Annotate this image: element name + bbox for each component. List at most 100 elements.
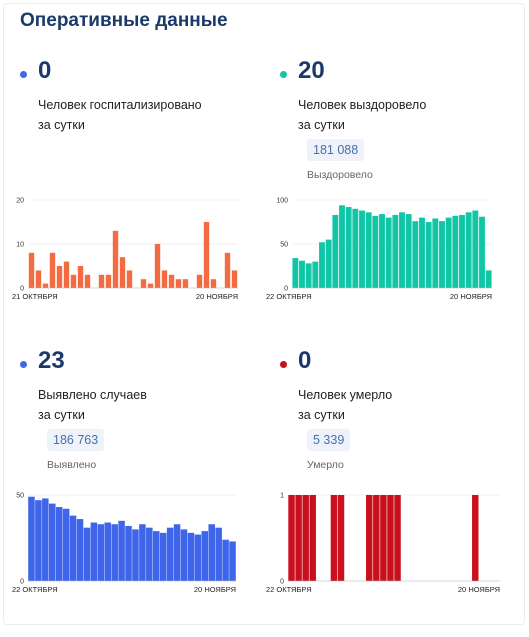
recovered-chart: 100 50 022 ОКТЯБРЯ 20 НОЯБРЯ — [266, 198, 492, 301]
chart-bar — [302, 495, 309, 581]
deaths-description: Человек умерло за сутки — [298, 385, 392, 425]
chart-bar — [201, 531, 209, 581]
chart-bar — [419, 217, 425, 288]
chart-bar — [465, 212, 472, 288]
chart-bar — [161, 270, 168, 288]
chart-bar — [224, 252, 231, 288]
chart-bar — [154, 244, 161, 288]
chart-bar — [62, 508, 70, 581]
hospitalized-description: Человек госпитализировано за сутки — [38, 95, 202, 135]
deaths-total-badge: 5 339 — [307, 429, 351, 451]
chart-bar — [196, 274, 203, 288]
chart-bar — [222, 539, 229, 581]
cases-total-label: Выявлено — [47, 459, 97, 471]
chart-bar — [42, 498, 49, 581]
chart-bar — [485, 270, 492, 288]
x-start-label: 22 ОКТЯБРЯ — [266, 292, 312, 301]
status-dot — [20, 71, 27, 78]
chart-bar — [126, 270, 133, 288]
chart-bar — [187, 532, 195, 581]
chart-bar — [118, 520, 125, 581]
status-dot — [280, 361, 287, 368]
chart-bar — [452, 215, 459, 288]
recovered-total-badge: 181 088 — [307, 139, 365, 161]
hospitalized-value: 0 — [38, 57, 52, 84]
chart-bar — [399, 212, 405, 288]
hospitalized-label-line2: за сутки — [38, 118, 85, 132]
chart-bar — [366, 495, 373, 581]
chart-bar — [425, 222, 432, 288]
chart-bar — [288, 495, 295, 581]
chart-bar — [380, 495, 387, 581]
chart-bar — [379, 214, 385, 288]
chart-bar — [352, 208, 359, 288]
chart-bar — [394, 495, 401, 581]
chart-bar — [330, 495, 338, 581]
chart-bar — [159, 532, 167, 581]
x-end-label: 20 НОЯБРЯ — [194, 585, 236, 594]
chart-bar — [194, 534, 202, 581]
chart-bar — [173, 524, 181, 581]
chart-bar — [208, 524, 215, 581]
x-end-label: 20 НОЯБРЯ — [458, 585, 500, 594]
chart-bar — [439, 221, 445, 288]
chart-bar — [166, 527, 174, 581]
cases-value: 23 — [38, 347, 65, 374]
chart-bar — [112, 230, 119, 288]
chart-bar — [299, 260, 305, 288]
status-dot — [20, 361, 27, 368]
chart-bar — [387, 495, 394, 581]
chart-bar — [42, 283, 49, 288]
chart-bar — [479, 216, 485, 288]
x-start-label: 22 ОКТЯБРЯ — [266, 585, 312, 594]
chart-bar — [392, 214, 399, 288]
chart-bar — [229, 541, 236, 581]
y-tick-label: 100 — [276, 198, 288, 205]
chart-bar — [385, 217, 392, 288]
chart-bar — [210, 279, 217, 288]
recovered-description: Человек выздоровело за сутки — [298, 95, 426, 135]
y-tick-label: 20 — [16, 198, 24, 205]
chart-bar — [69, 515, 77, 581]
chart-bar — [203, 222, 210, 288]
panel-recovered: 20 Человек выздоровело за сутки 181 088 … — [280, 57, 520, 347]
chart-bar — [215, 527, 222, 581]
status-dot — [280, 71, 287, 78]
cases-total-badge: 186 763 — [47, 429, 105, 451]
chart-bar — [28, 496, 35, 581]
chart-bar — [231, 270, 238, 288]
deaths-value: 0 — [298, 347, 312, 374]
chart-bar — [405, 214, 412, 288]
chart-bar — [459, 214, 465, 288]
x-end-label: 20 НОЯБРЯ — [450, 292, 492, 301]
chart-bar — [359, 210, 365, 288]
chart-bar — [292, 258, 299, 288]
y-tick-label: 0 — [280, 579, 284, 586]
chart-bar — [373, 495, 380, 581]
chart-bar — [345, 207, 352, 288]
y-tick-label: 1 — [280, 493, 284, 500]
chart-bar — [90, 522, 98, 581]
y-tick-label: 0 — [20, 579, 24, 586]
panel-hospitalized: 0 Человек госпитализировано за сутки — [20, 57, 260, 347]
chart-bar — [180, 529, 188, 581]
chart-bar — [372, 215, 379, 288]
chart-bar — [305, 263, 312, 288]
cases-label-line2: за сутки — [38, 408, 85, 422]
x-end-label: 20 НОЯБРЯ — [196, 292, 238, 301]
deaths-label-line2: за сутки — [298, 408, 345, 422]
chart-bar — [140, 279, 147, 288]
recovered-label-line1: Человек выздоровело — [298, 98, 427, 112]
chart-bar — [49, 503, 56, 581]
chart-bar — [182, 279, 189, 288]
hospitalized-label-line1: Человек госпитализировано — [38, 98, 202, 112]
chart-bar — [445, 217, 452, 288]
x-start-label: 22 ОКТЯБРЯ — [12, 585, 58, 594]
chart-bar — [105, 274, 112, 288]
chart-bar — [83, 527, 91, 581]
cases-description: Выявлено случаев за сутки — [38, 385, 147, 425]
recovered-label-line2: за сутки — [298, 118, 345, 132]
chart-bar — [49, 252, 56, 288]
deaths-chart: 1 022 ОКТЯБРЯ 20 НОЯБРЯ — [266, 493, 500, 594]
chart-bar — [55, 507, 63, 581]
